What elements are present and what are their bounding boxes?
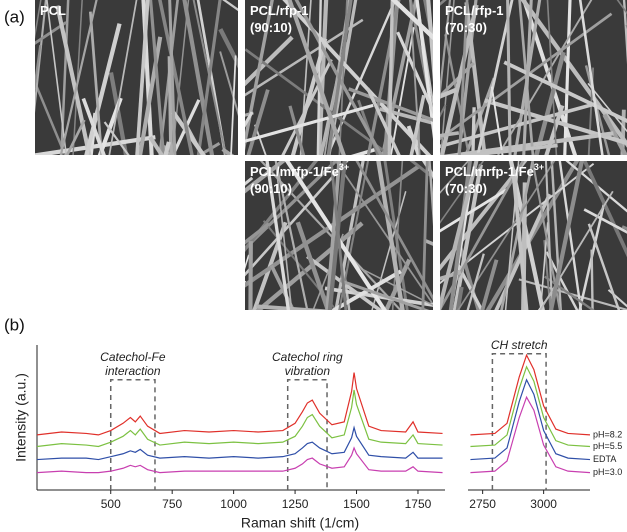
image-label: (70:30)	[445, 181, 487, 196]
y-axis-label: Intensity (a.u.)	[13, 373, 29, 462]
legend-label: pH=5.5	[593, 441, 622, 451]
x-tick-label: 750	[162, 497, 182, 511]
annotation-box	[111, 380, 155, 490]
label-text: (70:30)	[445, 20, 487, 35]
annotation-text: CH stretch	[491, 338, 548, 352]
image-label: PCL/rfp-1	[250, 3, 309, 18]
annotation-box	[288, 380, 327, 490]
label-text: (70:30)	[445, 181, 487, 196]
x-tick-label: 1500	[343, 497, 370, 511]
x-tick-label: 3000	[530, 497, 557, 511]
label-text: PCL/mrfp-1/Fe	[250, 164, 339, 179]
x-tick-label: 500	[101, 497, 121, 511]
image-label: PCL/mrfp-1/Fe3+	[250, 162, 349, 179]
image-label: PCL/rfp-1	[445, 3, 504, 18]
annotation-text: interaction	[105, 364, 161, 378]
legend-label: EDTA	[593, 454, 616, 464]
sem-images: PCL PCL/rfp-1 (90:10) PCL/rfp-1 (70:30) PCL/m…	[0, 0, 627, 320]
panel-label: (b)	[4, 315, 25, 334]
image-label: (90:10)	[250, 181, 292, 196]
figure: (a) (b) PCL PCL/rfp-1 (90:10) PCL/rfp-1 (70:…	[0, 0, 627, 532]
label-text: PCL	[40, 3, 66, 18]
x-tick-label: 1250	[282, 497, 309, 511]
label-text: PCL/rfp-1	[250, 3, 309, 18]
image-label: PCL/mrfp-1/Fe3+	[445, 162, 544, 179]
x-tick-label: 1750	[405, 497, 432, 511]
image-label: (90:10)	[250, 20, 292, 35]
label-text: PCL/mrfp-1/Fe	[445, 164, 534, 179]
legend-label: pH=8.2	[593, 429, 622, 439]
spectrum-line	[37, 380, 590, 460]
superscript: 3+	[339, 162, 349, 172]
fiber	[31, 283, 246, 320]
superscript: 3+	[534, 162, 544, 172]
annotation-text: Catechol ring	[272, 350, 343, 364]
spectrum-line	[37, 367, 590, 447]
x-axis-label: Raman shift (1/cm)	[241, 515, 359, 531]
label-text: (90:10)	[250, 181, 292, 196]
annotation-box	[492, 354, 546, 490]
panel-label: (a)	[4, 7, 25, 26]
x-tick-label: 1000	[220, 497, 247, 511]
label-text: PCL/rfp-1	[445, 3, 504, 18]
x-tick-label: 2750	[469, 497, 496, 511]
raman-plot: 500 750 1000 1250 1500 1750 2750 3000 Raman shif…	[13, 338, 623, 531]
annotation-text: vibration	[285, 364, 331, 378]
image-label: (70:30)	[445, 20, 487, 35]
image-label: PCL	[40, 3, 66, 18]
fiber	[80, 178, 252, 320]
annotation-text: Catechol-Fe	[100, 350, 166, 364]
label-text: (90:10)	[250, 20, 292, 35]
legend-label: pH=3.0	[593, 467, 622, 477]
